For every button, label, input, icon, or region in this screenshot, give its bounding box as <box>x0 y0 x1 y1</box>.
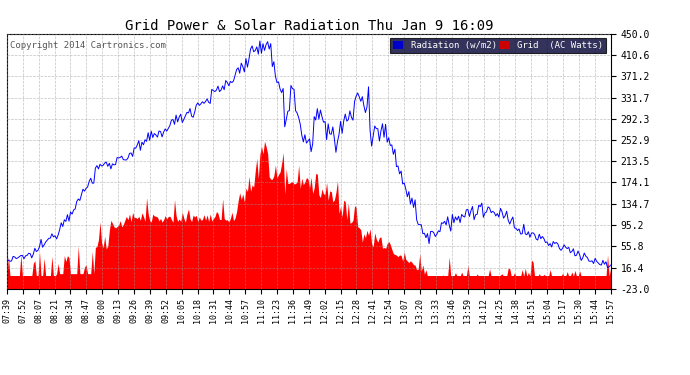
Title: Grid Power & Solar Radiation Thu Jan 9 16:09: Grid Power & Solar Radiation Thu Jan 9 1… <box>124 19 493 33</box>
Text: Copyright 2014 Cartronics.com: Copyright 2014 Cartronics.com <box>10 41 166 50</box>
Legend: Radiation (w/m2), Grid  (AC Watts): Radiation (w/m2), Grid (AC Watts) <box>390 38 606 53</box>
